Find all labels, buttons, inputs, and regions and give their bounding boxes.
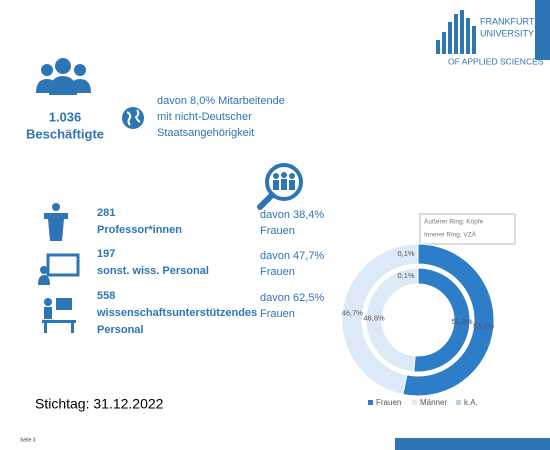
corner-stripe — [535, 0, 550, 60]
donut-label: 46,7% — [342, 309, 364, 318]
note-line: Staatsangehörigkeit — [157, 127, 254, 139]
staff-label: Professor*innen — [97, 224, 182, 236]
people-icon — [36, 58, 91, 95]
donut-chart: Äußerer Ring: Köpfe Innerer Ring: VZÄ 53,2… — [341, 213, 516, 407]
donut-label: 51,3% — [451, 317, 473, 326]
legend-box — [419, 213, 516, 245]
globe-icon — [122, 107, 144, 129]
logo: FRANKFURT UNIVERSITY OF APPLIED SCIENCES — [436, 10, 544, 66]
logo-text: UNIVERSITY — [480, 28, 534, 38]
footer: Seite 3 — [20, 437, 36, 443]
staff-share: davon 38,4% — [260, 209, 324, 221]
donut-label: 53,2% — [473, 322, 495, 331]
legend-swatch — [368, 400, 373, 405]
staff-label: sonst. wiss. Personal — [97, 265, 209, 277]
legend-label: Frauen — [376, 398, 401, 407]
board-icon — [38, 253, 80, 285]
legend-title: Äußerer Ring: Köpfe — [424, 218, 484, 226]
donut-label: 0,1% — [397, 249, 414, 258]
logo-text: OF APPLIED SCIENCES — [448, 56, 544, 66]
donut-segment — [365, 267, 419, 373]
donut-label: 0,1% — [397, 271, 414, 280]
legend-swatch — [412, 400, 417, 405]
stichtag: Stichtag: 31.12.2022 — [35, 396, 164, 412]
staff-share: davon 47,7% — [260, 250, 324, 262]
desk-icon — [42, 298, 76, 333]
staff-share: davon 62,5% — [260, 292, 324, 304]
logo-text: FRANKFURT — [480, 16, 535, 26]
total-label: Beschäftigte — [26, 126, 104, 141]
legend-label: k.A. — [464, 398, 478, 407]
legend-title: Innerer Ring: VZÄ — [424, 231, 477, 239]
staff-count: 281 — [97, 207, 115, 219]
staff-share: Frauen — [260, 225, 295, 237]
podium-icon — [44, 203, 68, 241]
note-line: davon 8,0% Mitarbeitende — [157, 95, 285, 107]
legend-label: Männer — [420, 398, 447, 407]
staff-share: Frauen — [260, 308, 295, 320]
staff-label: Personal — [97, 324, 143, 336]
note-line: mit nicht-Deutscher — [157, 111, 252, 123]
magnifier-icon — [257, 163, 303, 210]
staff-count: 197 — [97, 248, 115, 260]
legend-swatch — [456, 400, 461, 405]
total: 1.036 — [49, 109, 82, 124]
staff-list: 281 Professor*innen davon 38,4% Frauen 197 so… — [96, 207, 324, 336]
staff-label: wissenschaftsunterstützendes — [96, 307, 257, 319]
donut-label: 48,6% — [363, 313, 385, 322]
bottom-stripe — [395, 438, 550, 450]
staff-count: 558 — [97, 290, 115, 302]
staff-share: Frauen — [260, 266, 295, 278]
